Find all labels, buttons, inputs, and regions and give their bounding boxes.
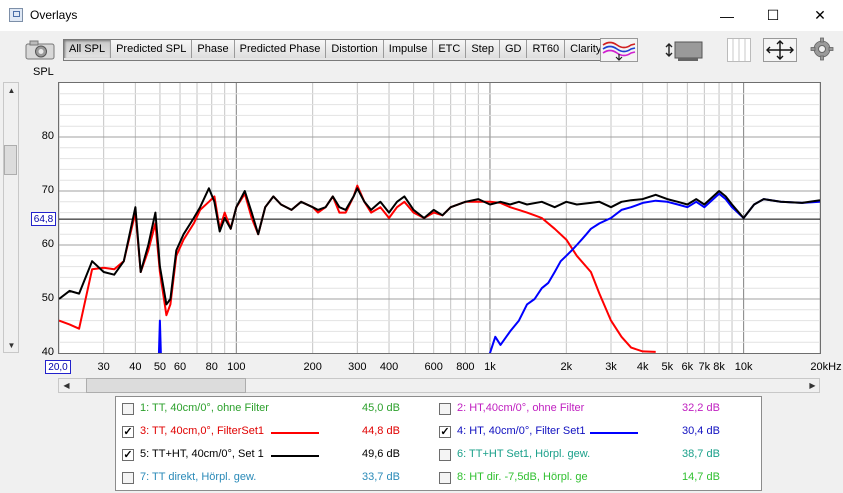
tab-etc[interactable]: ETC — [433, 40, 467, 58]
scroll-right-icon[interactable]: ▶ — [809, 381, 816, 390]
tab-clarity[interactable]: Clarity — [565, 40, 607, 58]
x-tick-label: 3k — [605, 361, 617, 373]
x-tick-label: 7k — [698, 361, 711, 373]
tab-rt60[interactable]: RT60 — [527, 40, 566, 58]
x-tick-label: 60 — [173, 361, 187, 373]
resize-vertical-icon[interactable] — [664, 38, 704, 62]
curve-value-4: 30,4 dB — [682, 425, 720, 437]
x-tick-label: 10k — [734, 361, 753, 373]
curve-value-8: 14,7 dB — [682, 471, 720, 483]
curve-value-2: 32,2 dB — [682, 402, 720, 414]
x-tick-label: 40 — [129, 361, 142, 373]
legend-panel: 1: TT, 40cm/0°, ohne Filter 45,0 dB 2: HT,… — [115, 396, 762, 491]
fit-arrows-icon[interactable] — [763, 38, 797, 62]
minimize-button[interactable]: — — [720, 7, 734, 24]
x-tick-label: 2k — [560, 361, 573, 373]
graph-tabs: All SPL Predicted SPL Phase Predicted Ph… — [63, 39, 608, 61]
tab-all-spl[interactable]: All SPL — [64, 40, 112, 58]
curve-checkbox-6[interactable] — [439, 449, 451, 461]
scroll-down-icon[interactable]: ▼ — [7, 341, 16, 350]
maximize-button[interactable]: ☐ — [766, 7, 780, 23]
curve-label-1: 1: TT, 40cm/0°, ohne Filter — [140, 402, 269, 414]
y-tick-label: 80 — [41, 130, 54, 142]
app-icon — [9, 8, 23, 22]
x-tick-label: 20kHz — [810, 361, 842, 373]
series-line-3 — [59, 187, 820, 306]
camera-icon[interactable] — [24, 39, 56, 61]
curve-checkbox-1[interactable] — [122, 403, 134, 415]
curve-label-3: 3: TT, 40cm,0°, FilterSet1 — [140, 425, 265, 437]
reference-level-label[interactable]: 64,8 — [31, 212, 56, 226]
tab-gd[interactable]: GD — [499, 40, 528, 58]
curve-checkbox-2[interactable] — [439, 403, 451, 415]
curve-swatch-4 — [590, 432, 638, 434]
tab-phase[interactable]: Phase — [192, 40, 235, 58]
curve-swatch-3 — [271, 432, 319, 434]
x-tick-label: 4k — [636, 361, 649, 373]
curve-value-6: 38,7 dB — [682, 448, 720, 460]
y-axis-title: SPL — [33, 66, 54, 78]
columns-icon[interactable] — [727, 38, 751, 62]
curve-label-6: 6: TT+HT Set1, Hörpl. gew. — [457, 448, 591, 460]
curve-label-8: 8: HT dir. -7,5dB, Hörpl. ge — [457, 471, 588, 483]
curve-label-2: 2: HT,40cm/0°, ohne Filter — [457, 402, 585, 414]
tab-predicted-spl[interactable]: Predicted SPL — [111, 40, 193, 58]
y-tick-label: 50 — [41, 292, 54, 304]
x-tick-label: 300 — [348, 361, 367, 373]
title-bar — [0, 0, 843, 31]
window-title: Overlays — [30, 8, 78, 22]
x-tick-label: 600 — [424, 361, 443, 373]
y-tick-label: 40 — [41, 346, 54, 358]
x-tick-label: 30 — [97, 361, 110, 373]
curve-label-5: 5: TT+HT, 40cm/0°, Set 1 — [140, 448, 264, 460]
close-button[interactable]: ✕ — [814, 7, 826, 23]
overlay-traces-icon[interactable] — [600, 38, 638, 62]
curve-checkbox-5[interactable]: ✓ — [122, 449, 134, 461]
x-tick-label: 100 — [227, 361, 246, 373]
curve-checkbox-4[interactable]: ✓ — [439, 426, 451, 438]
x-tick-label: 200 — [303, 361, 322, 373]
horizontal-scroll-thumb[interactable] — [86, 378, 246, 393]
plot-area[interactable] — [58, 82, 821, 354]
curve-checkbox-7[interactable] — [122, 472, 134, 484]
vertical-scrollbar[interactable] — [3, 82, 19, 353]
series-line-2 — [157, 192, 820, 353]
tab-distortion[interactable]: Distortion — [326, 40, 384, 58]
x-tick-label: 5k — [661, 361, 674, 373]
vertical-scroll-thumb[interactable] — [4, 145, 17, 175]
series-layer — [59, 184, 820, 353]
x-start-label[interactable]: 20,0 — [45, 360, 71, 374]
curve-value-3: 44,8 dB — [362, 425, 400, 437]
plot-grid — [59, 83, 820, 353]
x-tick-label: 800 — [456, 361, 475, 373]
x-tick-label: 400 — [379, 361, 399, 373]
horizontal-scrollbar[interactable] — [58, 378, 820, 393]
spl-chart — [59, 83, 820, 353]
tab-impulse[interactable]: Impulse — [383, 40, 434, 58]
curve-value-7: 33,7 dB — [362, 471, 400, 483]
curve-label-4: 4: HT, 40cm/0°, Filter Set1 — [457, 425, 586, 437]
tab-predicted-phase[interactable]: Predicted Phase — [234, 40, 327, 58]
y-tick-label: 70 — [41, 184, 54, 196]
x-tick-label: 8k — [713, 361, 725, 373]
curve-swatch-5 — [271, 455, 319, 457]
x-tick-label: 50 — [153, 361, 167, 373]
scroll-up-icon[interactable]: ▲ — [7, 86, 16, 95]
tab-step[interactable]: Step — [466, 40, 500, 58]
x-tick-label: 6k — [681, 361, 694, 373]
x-tick-label: 80 — [205, 361, 218, 373]
curve-checkbox-8[interactable] — [439, 472, 451, 484]
curve-label-7: 7: TT direkt, Hörpl. gew. — [140, 471, 257, 483]
gear-icon[interactable] — [810, 37, 834, 61]
y-tick-label: 60 — [41, 238, 54, 250]
x-tick-label: 1k — [484, 361, 496, 373]
curve-value-5: 49,6 dB — [362, 448, 400, 460]
curve-checkbox-3[interactable]: ✓ — [122, 426, 134, 438]
curve-value-1: 45,0 dB — [362, 402, 400, 414]
scroll-left-icon[interactable]: ◀ — [63, 381, 70, 390]
